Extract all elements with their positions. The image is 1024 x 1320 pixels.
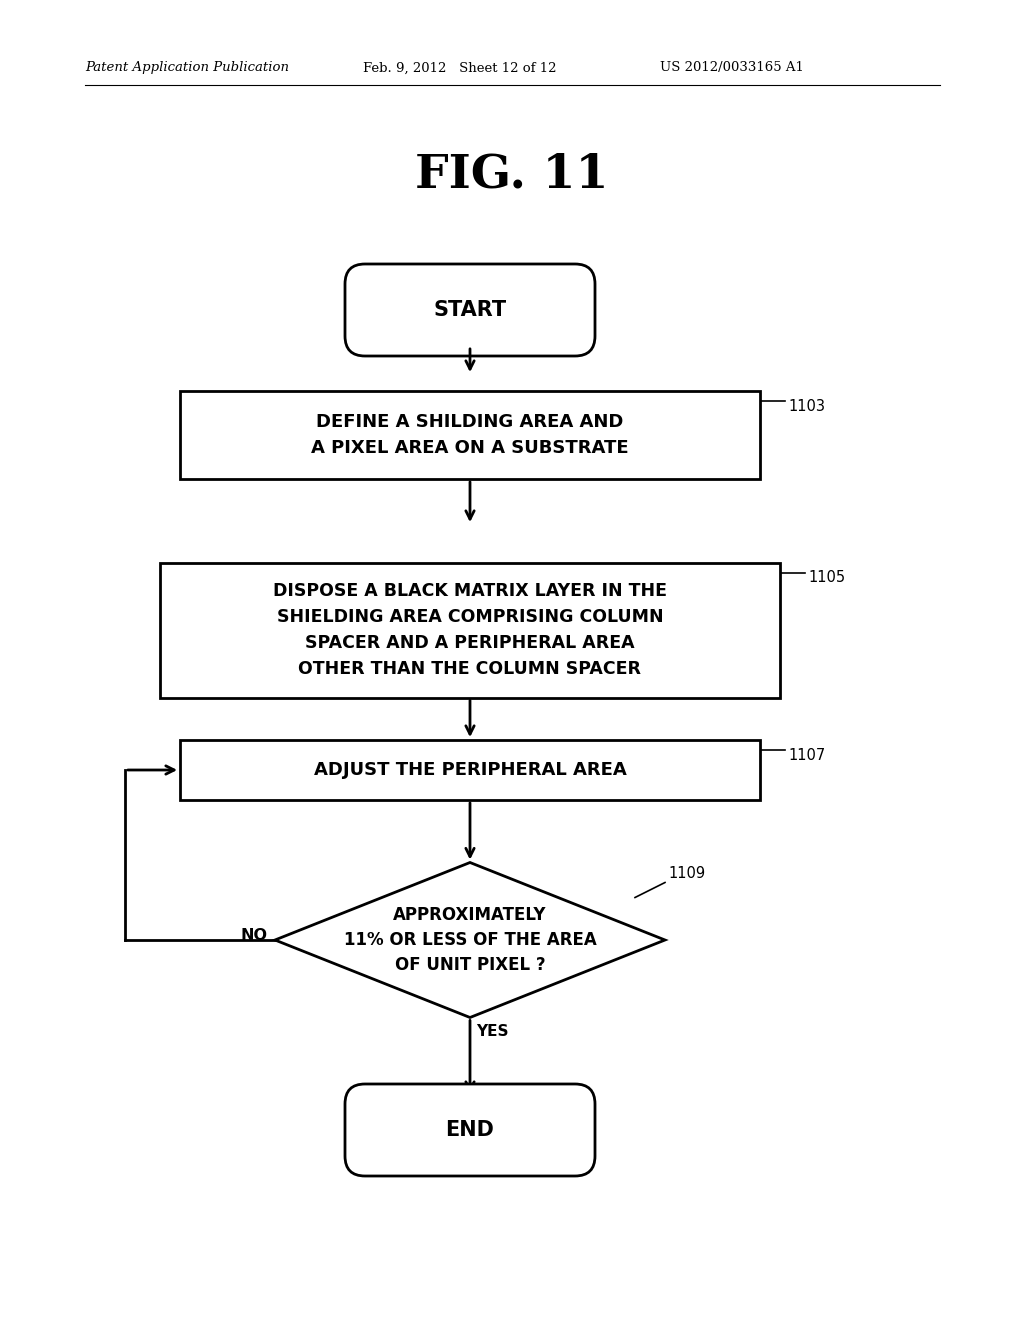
Text: 1103: 1103: [788, 399, 825, 414]
Text: Feb. 9, 2012   Sheet 12 of 12: Feb. 9, 2012 Sheet 12 of 12: [362, 62, 556, 74]
Text: US 2012/0033165 A1: US 2012/0033165 A1: [660, 62, 804, 74]
Text: DISPOSE A BLACK MATRIX LAYER IN THE
SHIELDING AREA COMPRISING COLUMN
SPACER AND : DISPOSE A BLACK MATRIX LAYER IN THE SHIE…: [273, 582, 667, 677]
Text: 1105: 1105: [808, 570, 845, 586]
Bar: [160, 562, 780, 697]
Text: APPROXIMATELY
11% OR LESS OF THE AREA
OF UNIT PIXEL ?: APPROXIMATELY 11% OR LESS OF THE AREA OF…: [344, 906, 596, 974]
Polygon shape: [275, 862, 665, 1018]
Text: START: START: [433, 300, 507, 319]
Text: 1109: 1109: [668, 866, 706, 880]
Text: NO: NO: [240, 928, 267, 944]
FancyBboxPatch shape: [345, 1084, 595, 1176]
Text: ADJUST THE PERIPHERAL AREA: ADJUST THE PERIPHERAL AREA: [313, 762, 627, 779]
Text: 1107: 1107: [788, 748, 825, 763]
Text: YES: YES: [476, 1023, 509, 1039]
Text: Patent Application Publication: Patent Application Publication: [85, 62, 289, 74]
FancyBboxPatch shape: [345, 264, 595, 356]
Bar: [180, 741, 760, 800]
Text: END: END: [445, 1119, 495, 1140]
Bar: [180, 391, 760, 479]
Text: DEFINE A SHILDING AREA AND
A PIXEL AREA ON A SUBSTRATE: DEFINE A SHILDING AREA AND A PIXEL AREA …: [311, 413, 629, 457]
Text: FIG. 11: FIG. 11: [416, 152, 608, 198]
